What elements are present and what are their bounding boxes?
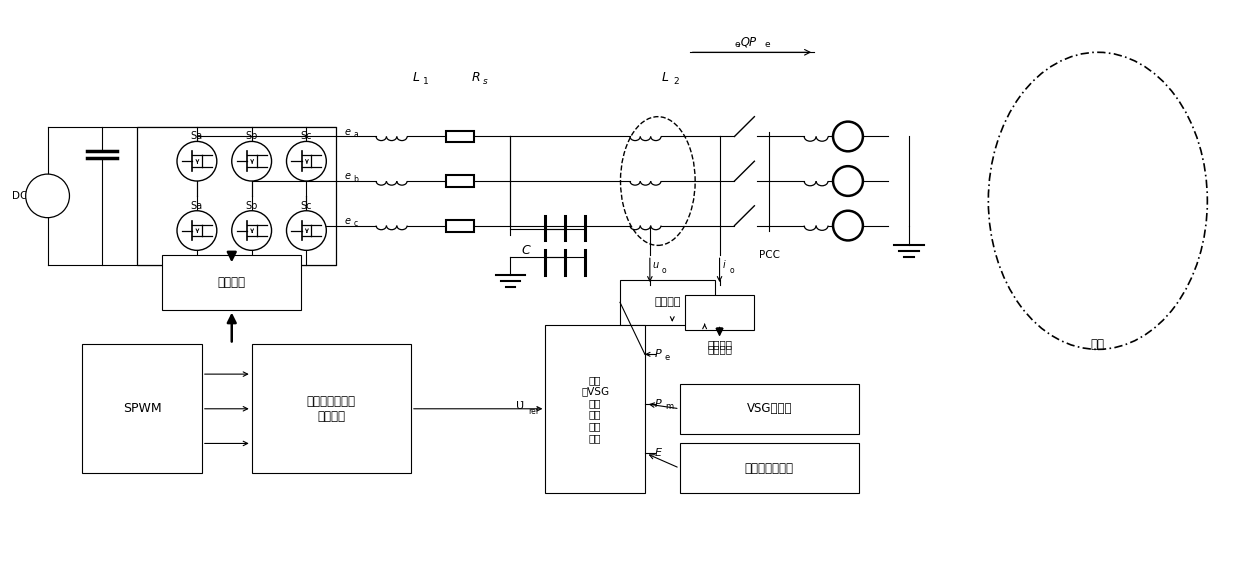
Text: PCC: PCC xyxy=(759,250,780,260)
Text: L: L xyxy=(413,71,419,84)
Bar xyxy=(546,324,645,493)
Bar xyxy=(684,295,754,329)
Text: 1: 1 xyxy=(423,78,429,87)
Bar xyxy=(82,344,202,473)
Text: o: o xyxy=(662,266,666,275)
Text: L: L xyxy=(661,71,668,84)
Text: R: R xyxy=(471,71,480,84)
Text: E: E xyxy=(655,449,662,458)
Text: Sc: Sc xyxy=(300,201,312,211)
Text: 电网: 电网 xyxy=(1091,338,1105,351)
Text: C: C xyxy=(521,244,529,257)
Text: 2: 2 xyxy=(673,78,678,87)
Bar xyxy=(252,344,410,473)
Text: 驱动系统: 驱动系统 xyxy=(218,276,246,289)
Circle shape xyxy=(232,141,272,181)
Text: Sb: Sb xyxy=(246,132,258,141)
Text: m: m xyxy=(665,402,673,412)
Bar xyxy=(162,255,301,310)
Circle shape xyxy=(26,174,69,218)
Text: c: c xyxy=(353,219,357,228)
Text: P: P xyxy=(655,399,662,409)
Text: 改进
型VSG
转动
惯量
控制
算法: 改进 型VSG 转动 惯量 控制 算法 xyxy=(582,375,609,443)
Bar xyxy=(446,175,474,187)
Text: e: e xyxy=(345,127,350,136)
Text: s: s xyxy=(484,78,489,87)
Circle shape xyxy=(232,211,272,250)
Bar xyxy=(680,443,859,493)
Text: 功率计算: 功率计算 xyxy=(653,298,681,307)
Text: e: e xyxy=(765,40,770,49)
Text: Sb: Sb xyxy=(246,201,258,211)
Text: e: e xyxy=(345,215,350,226)
Circle shape xyxy=(833,121,863,151)
Text: e: e xyxy=(345,171,350,181)
Text: VSG调速器: VSG调速器 xyxy=(746,402,792,416)
Text: P: P xyxy=(749,36,755,49)
Text: 本地负荷: 本地负荷 xyxy=(707,344,732,355)
Circle shape xyxy=(177,211,217,250)
Text: DC: DC xyxy=(12,191,27,201)
Circle shape xyxy=(177,141,217,181)
Bar xyxy=(680,384,859,434)
Text: 改进重复控制电
压电流环: 改进重复控制电 压电流环 xyxy=(306,395,356,423)
Text: i: i xyxy=(723,260,725,270)
Bar xyxy=(446,219,474,231)
Text: U̇: U̇ xyxy=(516,401,525,411)
Text: Sa: Sa xyxy=(191,201,203,211)
Bar xyxy=(446,131,474,142)
Text: Sa: Sa xyxy=(191,132,203,141)
Text: Sc: Sc xyxy=(300,132,312,141)
Text: SPWM: SPWM xyxy=(123,402,161,416)
Text: o: o xyxy=(729,266,734,275)
Text: u: u xyxy=(652,260,658,270)
Text: P: P xyxy=(655,349,662,359)
Text: ref: ref xyxy=(528,407,538,416)
Circle shape xyxy=(833,211,863,241)
Text: e: e xyxy=(665,353,670,362)
Text: −: − xyxy=(42,197,53,210)
Bar xyxy=(620,280,714,324)
Text: +: + xyxy=(43,184,52,193)
Circle shape xyxy=(833,166,863,196)
Circle shape xyxy=(286,211,326,250)
Text: S: S xyxy=(844,176,852,186)
Bar xyxy=(138,127,336,265)
Text: ,Q: ,Q xyxy=(738,36,751,49)
Text: b: b xyxy=(353,174,358,184)
Text: 本地负荷: 本地负荷 xyxy=(707,339,732,349)
Text: S: S xyxy=(844,132,852,141)
Text: e: e xyxy=(734,40,740,49)
Text: a: a xyxy=(353,130,358,139)
Text: S: S xyxy=(844,221,852,231)
Text: 虚拟励磁调节器: 虚拟励磁调节器 xyxy=(745,462,794,475)
Circle shape xyxy=(286,141,326,181)
